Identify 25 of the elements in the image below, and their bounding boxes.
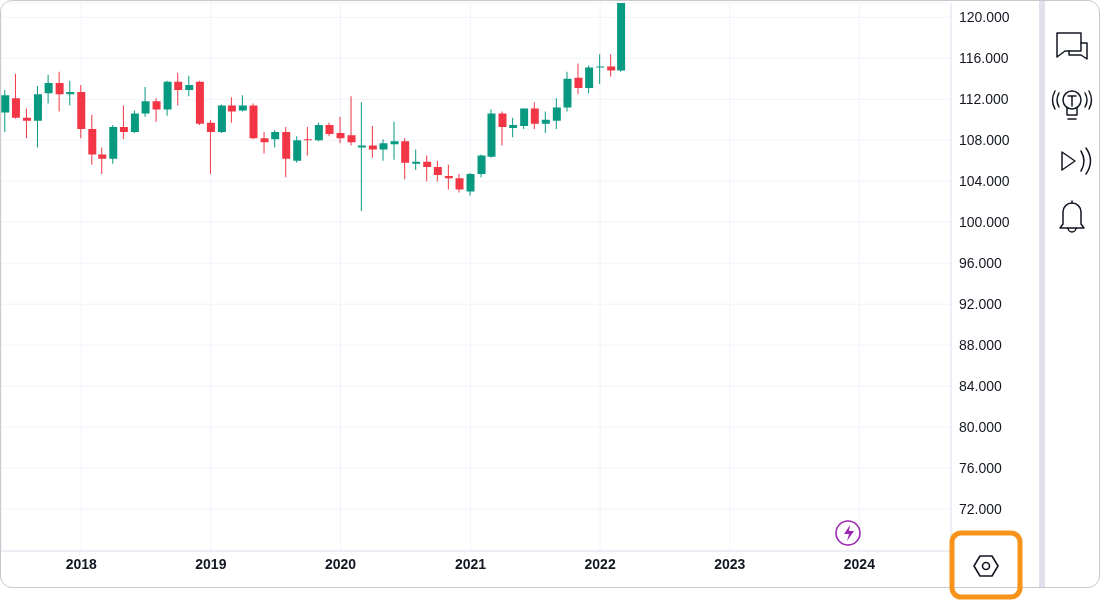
x-tick-label: 2024 — [843, 555, 876, 572]
y-tick-label: 88.000 — [959, 337, 1003, 354]
y-tick-label: 116.000 — [959, 50, 1009, 67]
y-tick-label: 104.000 — [959, 173, 1010, 190]
x-tick-label: 2020 — [324, 555, 357, 572]
candlestick — [596, 54, 605, 84]
y-tick-label: 92.000 — [959, 296, 1003, 313]
candlestick — [390, 121, 399, 160]
x-tick-label: 2021 — [454, 555, 487, 572]
y-tick-label: 72.000 — [959, 500, 1003, 517]
x-tick-label: 2023 — [714, 555, 746, 572]
y-tick-label: 84.000 — [959, 378, 1003, 395]
x-tick-label: 2019 — [195, 555, 227, 572]
candlestick — [303, 126, 312, 156]
y-tick-label: 80.000 — [959, 419, 1003, 436]
y-tick-label: 76.000 — [959, 460, 1003, 476]
candlestick — [357, 102, 366, 211]
y-tick-label: 112.000 — [959, 91, 1009, 108]
y-tick-label: 108.000 — [959, 132, 1010, 149]
x-tick-label: 2022 — [584, 555, 616, 572]
y-tick-label: 120.000 — [959, 9, 1010, 26]
y-tick-label: 100.000 — [959, 214, 1010, 231]
x-tick-label: 2018 — [65, 555, 98, 572]
candlestick — [412, 149, 421, 170]
y-tick-label: 96.000 — [959, 255, 1003, 272]
